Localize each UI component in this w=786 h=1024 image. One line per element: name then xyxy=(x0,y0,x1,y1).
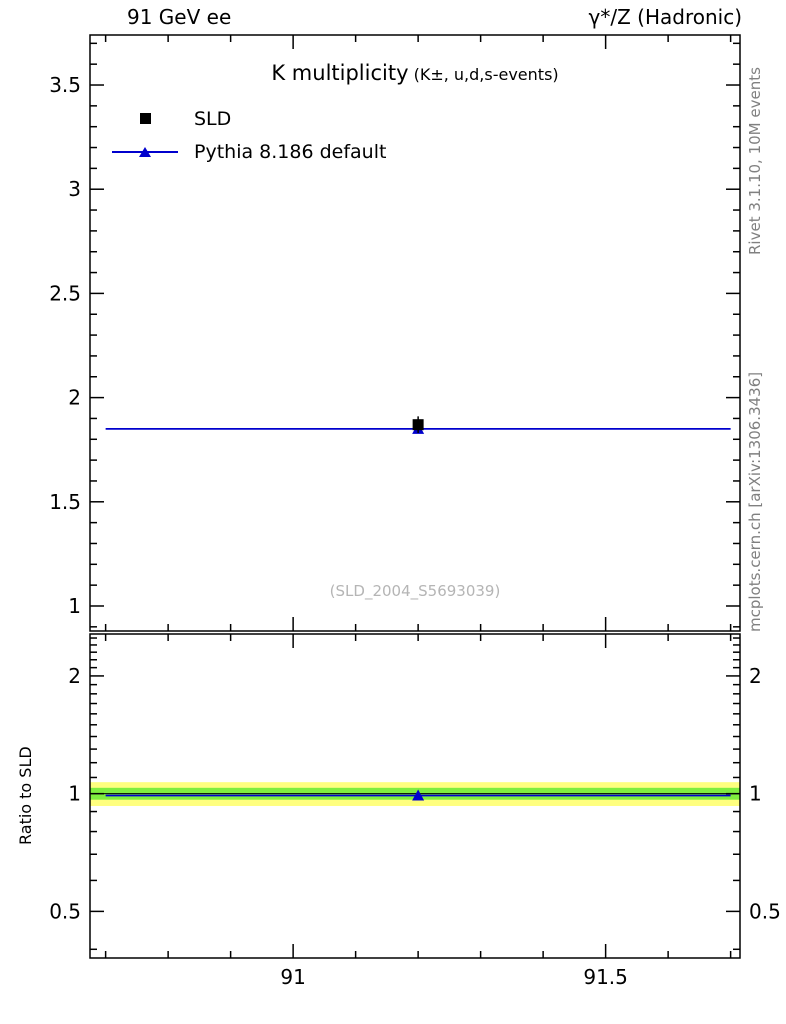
ratio-ytick-label-right: 2 xyxy=(749,664,762,688)
legend-item-pythia: Pythia 8.186 default xyxy=(112,135,386,168)
ratio-frame xyxy=(89,633,741,959)
plot-title-main: K multiplicity xyxy=(271,61,409,85)
main-ticks xyxy=(90,35,740,631)
legend-item-sld: SLD xyxy=(112,102,386,135)
ratio-ytick-label-left: 0.5 xyxy=(49,899,81,923)
black-square-icon xyxy=(139,113,151,124)
mc-marker-ratio xyxy=(412,789,425,801)
ratio-axis-label: Ratio to SLD xyxy=(16,746,35,846)
xtick-label: 91.5 xyxy=(583,965,628,989)
legend-label-pythia: Pythia 8.186 default xyxy=(194,140,387,163)
main-ytick-label: 1 xyxy=(68,594,81,618)
blue-triangle-icon xyxy=(139,146,151,157)
header-beam-energy: 91 GeV ee xyxy=(127,5,232,29)
main-ytick-label: 2.5 xyxy=(49,281,81,305)
pythia-line-marker xyxy=(112,135,178,168)
main-ytick-label: 3.5 xyxy=(49,73,81,97)
ratio-ticks xyxy=(90,634,740,958)
main-ytick-label: 1.5 xyxy=(49,490,81,514)
plot-title-sub: (K±, u,d,s-events) xyxy=(408,65,559,84)
legend-label-sld: SLD xyxy=(194,107,232,130)
mcplots-arxiv-caption: mcplots.cern.ch [arXiv:1306.3436] xyxy=(746,371,764,632)
header-process: γ*/Z (Hadronic) xyxy=(588,5,742,29)
ratio-ytick-label-right: 1 xyxy=(749,782,762,806)
data-marker-square xyxy=(412,419,424,431)
sld-square-marker xyxy=(112,102,178,135)
xtick-label: 91 xyxy=(280,965,305,989)
ratio-ytick-label-right: 0.5 xyxy=(749,899,781,923)
plot-title: K multiplicity (K±, u,d,s-events) xyxy=(90,61,740,85)
main-frame xyxy=(89,34,741,632)
legend: SLD Pythia 8.186 default xyxy=(112,102,386,168)
main-ytick-label: 3 xyxy=(68,177,81,201)
main-ytick-label: 2 xyxy=(68,386,81,410)
rivet-version-caption: Rivet 3.1.10, 10M events xyxy=(746,67,764,255)
ratio-ytick-label-left: 1 xyxy=(68,782,81,806)
ratio-ytick-label-left: 2 xyxy=(68,664,81,688)
analysis-id-watermark: (SLD_2004_S5693039) xyxy=(329,582,501,600)
